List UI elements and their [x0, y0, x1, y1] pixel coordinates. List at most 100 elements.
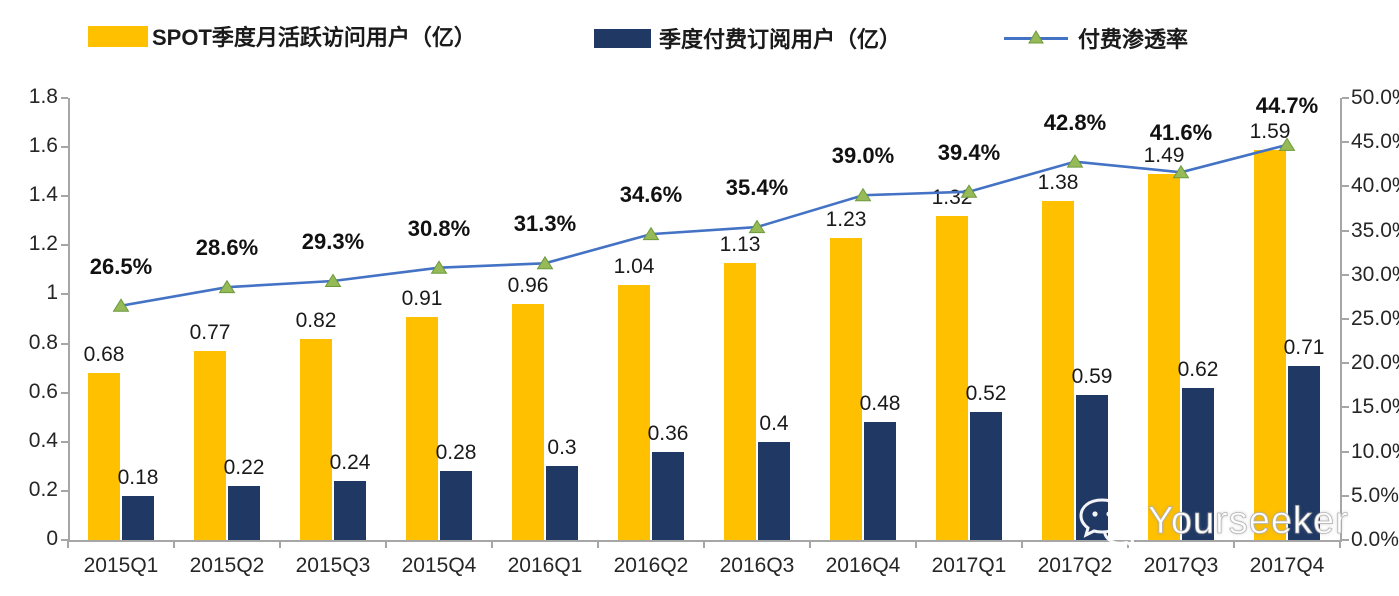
x-axis-tick — [491, 540, 493, 548]
legend-line-swatch — [1004, 30, 1068, 46]
penetration-marker-icon — [430, 260, 448, 274]
penetration-marker-icon — [748, 219, 766, 234]
bar-mau — [300, 338, 332, 540]
penetration-value-label: 35.4% — [725, 175, 789, 201]
bar-label-subs: 0.4 — [759, 411, 789, 435]
left-axis-tick-label: 1.2 — [28, 232, 58, 256]
left-axis-tick-label: 0.6 — [28, 379, 58, 403]
watermark: Yourseeker — [1076, 494, 1349, 548]
right-axis-tick-label: 50.0% — [1351, 86, 1399, 109]
legend-item-penetration: 付费渗透率 — [1004, 22, 1188, 54]
bar-label-subs: 0.62 — [1177, 357, 1219, 381]
left-axis-tick — [61, 195, 68, 198]
bar-label-subs: 0.59 — [1071, 365, 1113, 389]
right-axis-tick-label: 25.0% — [1351, 307, 1399, 330]
bar-label-subs: 0.28 — [435, 441, 477, 465]
x-axis-category-label: 2017Q3 — [1143, 554, 1219, 577]
x-axis-tick — [385, 540, 387, 548]
penetration-value-label: 39.0% — [831, 143, 895, 169]
right-axis-tick — [1342, 362, 1349, 365]
bar-label-subs: 0.3 — [547, 436, 577, 460]
right-axis-tick-label: 45.0% — [1351, 130, 1399, 154]
left-axis-tick-label: 1.6 — [28, 134, 58, 158]
bar-mau — [194, 350, 226, 540]
x-axis-tick — [1233, 540, 1235, 548]
right-axis-tick-label: 10.0% — [1351, 439, 1399, 463]
left-axis-tick — [61, 440, 68, 443]
left-axis-tick-label: 0.4 — [28, 428, 58, 452]
right-axis-tick — [1342, 539, 1349, 541]
bar-subs — [546, 466, 578, 540]
x-axis-category-label: 2017Q2 — [1037, 554, 1113, 577]
penetration-value-label: 44.7% — [1255, 92, 1319, 118]
x-axis-tick — [1021, 540, 1023, 548]
penetration-value-label: 31.3% — [513, 211, 577, 237]
right-axis-tick — [1342, 450, 1349, 453]
right-axis-tick — [1342, 494, 1349, 497]
bar-label-mau: 0.77 — [189, 320, 231, 344]
right-axis-tick — [1342, 141, 1349, 144]
penetration-value-label: 29.3% — [301, 228, 365, 254]
x-axis-tick — [809, 540, 811, 548]
x-axis-category-label: 2016Q3 — [719, 554, 795, 577]
left-axis-tick — [61, 293, 68, 296]
x-axis-tick — [1339, 540, 1341, 548]
bar-mau — [724, 262, 756, 540]
penetration-marker-icon — [536, 255, 554, 270]
bar-label-mau: 1.23 — [825, 207, 867, 231]
bar-label-mau: 0.68 — [83, 343, 125, 367]
penetration-marker-icon — [112, 298, 130, 312]
legend-item-subs: 季度付费订阅用户（亿） — [594, 22, 901, 54]
left-axis-tick-label: 0 — [46, 527, 58, 550]
bar-label-mau: 1.04 — [613, 254, 655, 278]
left-axis-tick — [61, 97, 68, 99]
bar-subs — [652, 451, 684, 540]
watermark-text: Yourseeker — [1148, 499, 1349, 542]
penetration-marker-icon — [642, 226, 660, 241]
left-axis-tick-label: 1 — [46, 281, 58, 305]
x-axis-tick — [597, 540, 599, 548]
bar-label-mau: 1.49 — [1143, 144, 1185, 168]
x-axis-tick — [915, 540, 917, 548]
left-axis-line — [68, 98, 70, 540]
bar-mau — [830, 237, 862, 540]
legend-swatch-subs — [594, 28, 651, 48]
bar-label-subs: 0.52 — [965, 382, 1007, 406]
right-axis-tick-label: 0.0% — [1351, 528, 1399, 551]
bar-subs — [1288, 365, 1320, 540]
left-axis-tick — [61, 391, 68, 394]
right-axis-tick-label: 30.0% — [1351, 262, 1399, 286]
left-axis-tick — [61, 342, 68, 345]
right-axis-tick — [1342, 318, 1349, 320]
x-axis-category-label: 2015Q4 — [401, 554, 477, 577]
x-axis-category-label: 2015Q2 — [189, 554, 265, 577]
penetration-value-label: 34.6% — [619, 182, 683, 208]
bar-label-subs: 0.48 — [859, 392, 901, 416]
bar-label-subs: 0.36 — [647, 421, 689, 445]
bar-mau — [512, 304, 544, 540]
legend-triangle-marker-icon — [1028, 30, 1044, 44]
left-axis-tick — [61, 244, 68, 247]
legend-swatch-mau — [88, 25, 148, 47]
bar-subs — [334, 481, 366, 540]
bar-label-subs: 0.24 — [329, 451, 371, 475]
right-axis-tick-label: 35.0% — [1351, 218, 1399, 242]
penetration-marker-icon — [1066, 154, 1084, 168]
penetration-value-label: 26.5% — [89, 253, 153, 279]
legend-label-penetration: 付费渗透率 — [1078, 27, 1189, 52]
right-axis-tick-label: 20.0% — [1351, 351, 1399, 375]
bar-label-mau: 0.91 — [401, 286, 443, 310]
x-axis-tick — [173, 540, 175, 548]
penetration-value-label: 30.8% — [407, 215, 471, 241]
x-axis-category-label: 2016Q4 — [825, 554, 901, 577]
bar-mau — [936, 215, 968, 540]
bar-label-mau: 0.82 — [295, 308, 337, 332]
bar-subs — [970, 412, 1002, 540]
bar-subs — [1182, 387, 1214, 540]
right-axis-tick — [1342, 229, 1349, 232]
penetration-marker-icon — [854, 187, 872, 202]
x-axis-tick — [703, 540, 705, 548]
left-axis-tick-label: 0.8 — [28, 330, 58, 354]
bar-label-subs: 0.71 — [1283, 335, 1325, 359]
penetration-marker-icon — [324, 273, 342, 287]
